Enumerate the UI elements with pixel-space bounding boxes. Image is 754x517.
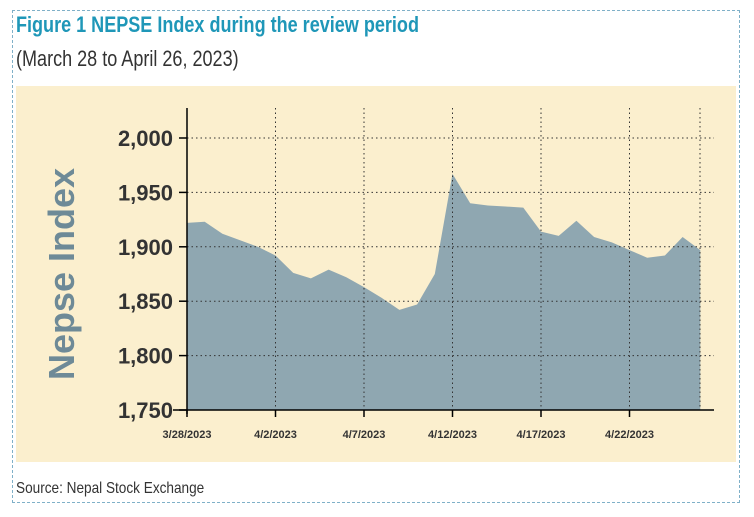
y-axis-label: Nepse Index [41, 168, 82, 380]
source-note: Source: Nepal Stock Exchange [16, 480, 204, 498]
x-tick-label: 4/17/2023 [517, 429, 566, 441]
series-area [187, 174, 700, 410]
chart-panel: 1,750 1,800 1,850 1,900 1,950 2,000 3/28/2023 4… [16, 86, 736, 462]
x-tick-label: 4/7/2023 [343, 429, 386, 441]
x-tick-label: 4/2/2023 [254, 429, 297, 441]
y-tick-label: 2,000 [118, 126, 173, 151]
nepse-area-chart: 1,750 1,800 1,850 1,900 1,950 2,000 3/28/2023 4… [16, 86, 736, 462]
figure-subtitle: (March 28 to April 26, 2023) [16, 46, 239, 72]
x-tick-label: 3/28/2023 [163, 429, 212, 441]
y-tick-label: 1,750 [118, 398, 173, 423]
y-tick-label: 1,900 [118, 235, 173, 260]
y-tick-label: 1,950 [118, 180, 173, 205]
figure-title: Figure 1 NEPSE Index during the review p… [16, 12, 419, 38]
x-tick-label: 4/22/2023 [605, 429, 654, 441]
y-tick-label: 1,800 [118, 344, 173, 369]
y-tick-label: 1,850 [118, 289, 173, 314]
x-tick-label: 4/12/2023 [428, 429, 477, 441]
